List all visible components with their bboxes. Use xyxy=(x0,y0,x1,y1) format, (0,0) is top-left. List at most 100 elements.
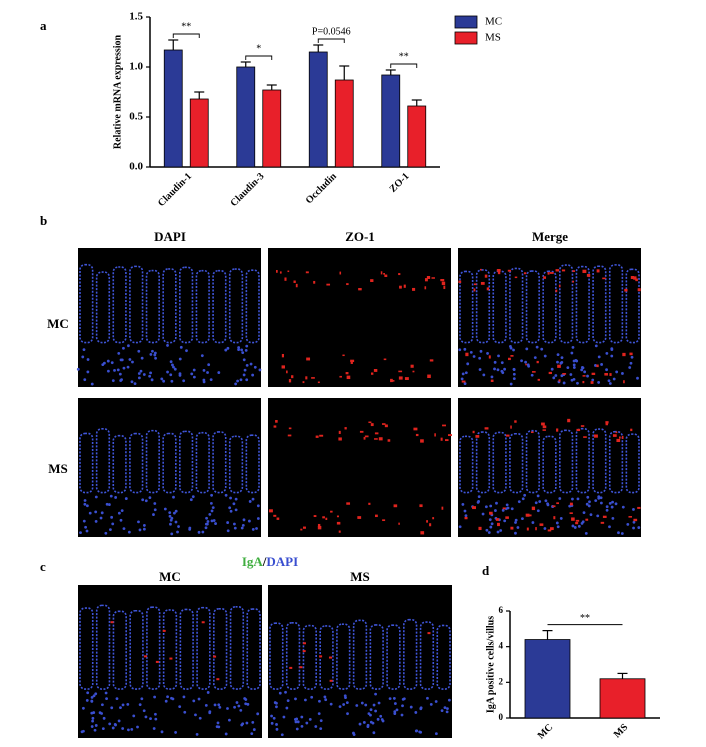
annotation: * xyxy=(256,43,261,54)
nucleus xyxy=(540,347,544,351)
legend-swatch xyxy=(454,31,478,45)
nucleus xyxy=(86,691,90,695)
nucleus xyxy=(113,369,116,372)
nucleus xyxy=(94,495,98,499)
nucleus xyxy=(552,376,556,380)
stain xyxy=(497,522,500,527)
micrograph xyxy=(458,398,641,537)
nucleus xyxy=(207,363,211,367)
villus xyxy=(162,609,178,690)
stain xyxy=(426,520,428,523)
nucleus xyxy=(610,354,614,358)
annotation: ** xyxy=(580,613,590,624)
stain xyxy=(572,280,575,283)
significance-bracket xyxy=(172,33,200,38)
image-label: MS xyxy=(350,569,370,584)
stain xyxy=(286,370,288,374)
nucleus xyxy=(189,498,193,502)
nucleus xyxy=(106,359,110,363)
stain xyxy=(549,272,554,274)
nucleus xyxy=(546,503,550,507)
nucleus xyxy=(90,382,94,386)
stain xyxy=(637,288,641,292)
column-label: Merge xyxy=(532,229,568,244)
nucleus xyxy=(514,531,517,535)
nucleus xyxy=(393,712,397,716)
nucleus xyxy=(81,355,85,359)
nucleus xyxy=(206,520,210,523)
stain xyxy=(317,523,321,528)
nucleus xyxy=(338,705,342,709)
stain xyxy=(572,270,575,273)
stain xyxy=(541,422,545,426)
stain xyxy=(602,515,607,518)
nucleus xyxy=(213,703,217,707)
nucleus xyxy=(295,717,299,721)
nucleus xyxy=(176,530,179,534)
stain xyxy=(441,281,446,286)
villus xyxy=(213,607,228,690)
villus xyxy=(112,610,127,690)
nucleus xyxy=(173,367,177,371)
nucleus xyxy=(488,518,492,522)
nucleus xyxy=(92,711,96,714)
nucleus xyxy=(294,720,298,724)
micrograph xyxy=(268,398,451,537)
nucleus xyxy=(560,361,564,364)
nucleus xyxy=(224,732,228,736)
nucleus xyxy=(228,718,231,722)
stain xyxy=(420,531,425,535)
stain xyxy=(302,381,305,384)
nucleus xyxy=(512,377,516,381)
stain xyxy=(306,357,311,361)
stain xyxy=(350,359,355,363)
stain xyxy=(284,277,287,281)
nucleus xyxy=(524,360,528,364)
nucleus xyxy=(620,532,624,535)
nucleus xyxy=(610,348,614,352)
legend-label: MS xyxy=(485,32,501,44)
nucleus xyxy=(88,511,92,515)
nucleus xyxy=(248,519,251,523)
nucleus xyxy=(520,359,523,363)
legend-swatch xyxy=(454,15,478,29)
nucleus xyxy=(234,508,238,512)
stain xyxy=(281,353,285,358)
micrograph xyxy=(268,585,452,738)
nucleus xyxy=(185,349,188,353)
nucleus xyxy=(419,706,423,710)
nucleus xyxy=(245,721,249,725)
panel-label: b xyxy=(40,213,47,228)
nucleus xyxy=(355,704,359,707)
villus xyxy=(129,432,144,494)
stain xyxy=(576,428,581,432)
nucleus xyxy=(531,521,535,524)
nucleus xyxy=(197,697,201,701)
iga-cell xyxy=(427,632,431,635)
nucleus xyxy=(570,351,574,355)
stain xyxy=(531,506,536,511)
nucleus xyxy=(234,382,238,386)
nucleus xyxy=(153,508,157,512)
nucleus xyxy=(138,528,142,532)
stain xyxy=(443,285,446,290)
stain xyxy=(359,430,364,433)
villus xyxy=(162,268,177,344)
stain xyxy=(393,504,398,508)
nucleus xyxy=(496,530,500,534)
villus xyxy=(559,264,574,344)
nucleus xyxy=(573,526,577,529)
nucleus xyxy=(494,509,497,512)
nucleus xyxy=(208,710,212,714)
nucleus xyxy=(594,499,598,503)
y-tick-label: 4 xyxy=(499,641,504,651)
nucleus xyxy=(229,496,232,500)
nucleus xyxy=(192,375,196,379)
nucleus xyxy=(591,378,595,382)
villus xyxy=(386,624,401,690)
villus xyxy=(196,606,211,690)
nucleus xyxy=(154,717,158,721)
nucleus xyxy=(244,698,248,701)
nucleus xyxy=(122,346,125,350)
nucleus xyxy=(182,695,186,699)
